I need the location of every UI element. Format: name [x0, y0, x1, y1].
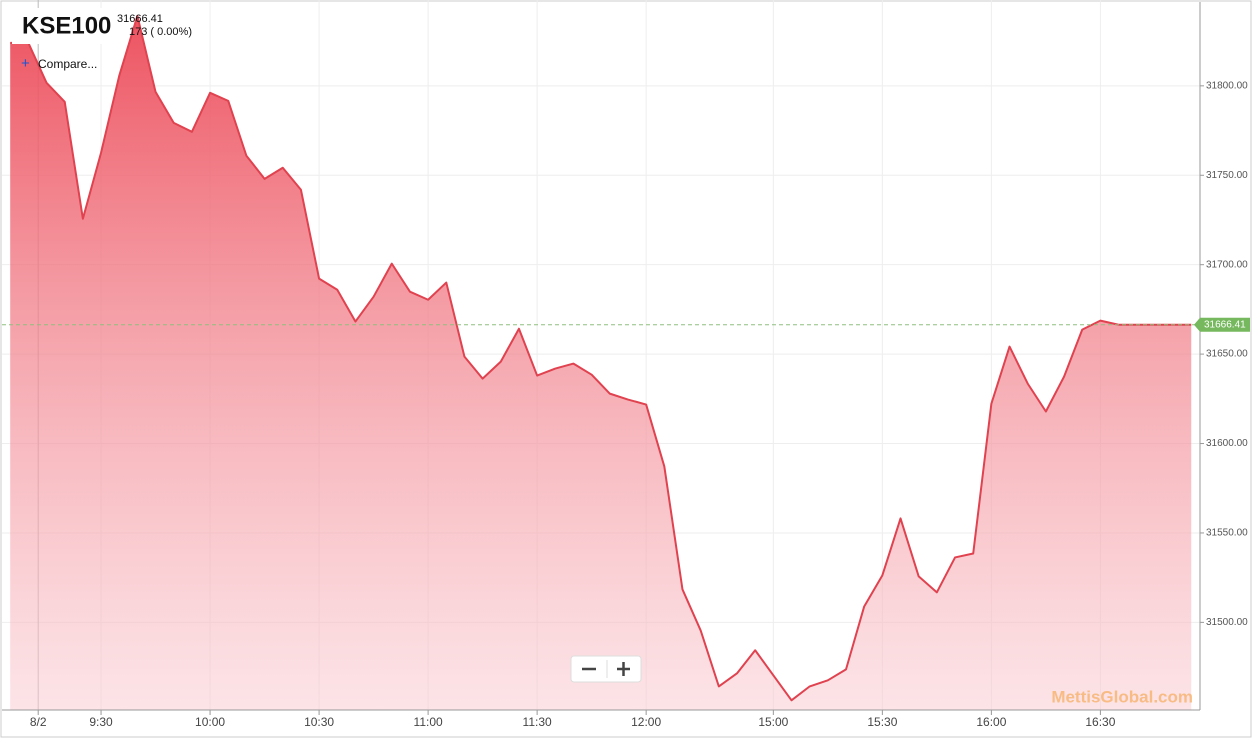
x-tick-label: 11:00: [414, 715, 443, 729]
x-tick-label: 9:30: [89, 715, 113, 729]
compare-plus: +: [21, 55, 30, 72]
x-tick-label: 10:00: [195, 715, 225, 729]
header-box: [12, 8, 112, 44]
x-tick-label: 15:30: [867, 715, 897, 729]
y-tick-label: 31500.00: [1206, 617, 1248, 628]
price-line: [10, 14, 1192, 702]
last-price-tag: [1194, 317, 1250, 332]
x-tick-label: 11:30: [523, 715, 552, 729]
x-tick-label: 10:30: [304, 715, 334, 729]
area-fill: [10, 15, 1192, 711]
watermark: MettisGlobal.com: [1051, 687, 1193, 706]
y-tick-label: 31800.00: [1206, 80, 1248, 91]
zoom-controls: [570, 655, 642, 683]
x-tick-label: 15:00: [758, 715, 788, 729]
last-price-label: 31666.41: [1204, 319, 1246, 330]
y-tick-label: 31700.00: [1206, 259, 1248, 270]
header-price: 31666.41: [117, 13, 163, 25]
x-tick-label: 16:30: [1085, 715, 1115, 729]
y-tick-label: 31550.00: [1206, 528, 1248, 539]
y-tick-label: 31600.00: [1206, 438, 1248, 449]
date-label: 8/2: [30, 715, 47, 729]
x-tick-label: 12:00: [631, 715, 661, 729]
y-tick-label: 31750.00: [1206, 170, 1248, 181]
compare-text: Compare...: [38, 57, 97, 71]
x-tick-label: 16:00: [976, 715, 1006, 729]
symbol-title: KSE100: [22, 12, 111, 39]
header-change: 173 ( 0.00%): [129, 26, 192, 38]
y-tick-label: 31650.00: [1206, 349, 1248, 360]
compare-button[interactable]: + Compare...: [21, 55, 97, 72]
